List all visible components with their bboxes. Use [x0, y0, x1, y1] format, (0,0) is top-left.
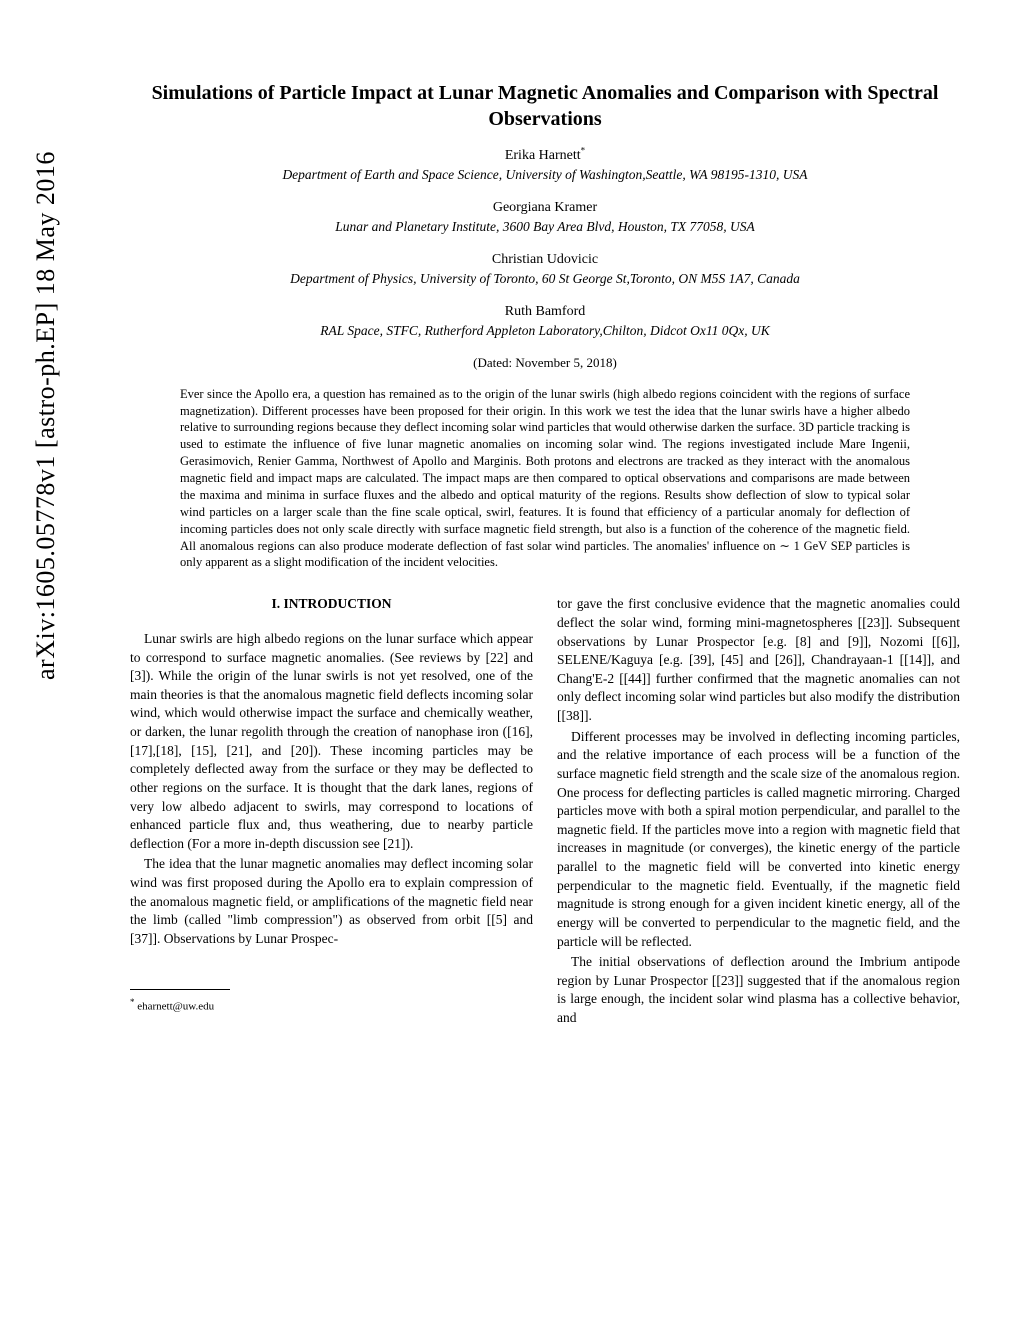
footnote: * eharnett@uw.edu — [130, 996, 533, 1015]
author-block-1: Erika Harnett* Department of Earth and S… — [130, 144, 960, 184]
abstract: Ever since the Apollo era, a question ha… — [180, 386, 910, 572]
section-heading: I. INTRODUCTION — [130, 595, 533, 614]
left-column: I. INTRODUCTION Lunar swirls are high al… — [130, 595, 533, 1029]
author-affiliation: RAL Space, STFC, Rutherford Appleton Lab… — [320, 323, 770, 338]
author-affiliation: Department of Physics, University of Tor… — [290, 271, 800, 286]
paragraph: tor gave the first conclusive evidence t… — [557, 595, 960, 725]
author-block-2: Georgiana Kramer Lunar and Planetary Ins… — [130, 198, 960, 236]
author-name: Ruth Bamford — [505, 304, 586, 319]
paragraph: Lunar swirls are high albedo regions on … — [130, 630, 533, 854]
footnote-separator — [130, 989, 230, 990]
author-name: Erika Harnett* — [505, 148, 585, 163]
paragraph: The initial observations of deflection a… — [557, 953, 960, 1028]
body-columns: I. INTRODUCTION Lunar swirls are high al… — [130, 595, 960, 1029]
author-block-4: Ruth Bamford RAL Space, STFC, Rutherford… — [130, 302, 960, 340]
arxiv-identifier: arXiv:1605.05778v1 [astro-ph.EP] 18 May … — [28, 151, 63, 680]
paragraph: The idea that the lunar magnetic anomali… — [130, 855, 533, 948]
dated-line: (Dated: November 5, 2018) — [130, 354, 960, 372]
paragraph: Different processes may be involved in d… — [557, 728, 960, 952]
author-name: Christian Udovicic — [492, 252, 598, 267]
author-name: Georgiana Kramer — [493, 200, 597, 215]
paper-title: Simulations of Particle Impact at Lunar … — [130, 80, 960, 132]
author-block-3: Christian Udovicic Department of Physics… — [130, 250, 960, 288]
right-column: tor gave the first conclusive evidence t… — [557, 595, 960, 1029]
author-affiliation: Department of Earth and Space Science, U… — [282, 167, 807, 182]
author-affiliation: Lunar and Planetary Institute, 3600 Bay … — [335, 219, 755, 234]
